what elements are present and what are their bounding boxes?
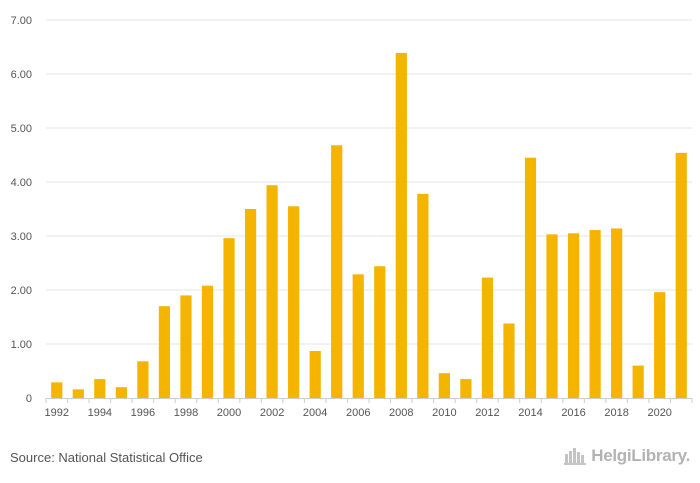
- bar-2016: [567, 233, 580, 398]
- bar-2005: [331, 145, 343, 398]
- bar-2008: [395, 52, 407, 398]
- bar-2019: [632, 365, 644, 398]
- y-tick-label: 5.00: [11, 123, 32, 135]
- bar-1993: [72, 389, 84, 398]
- bar-2012: [481, 277, 494, 398]
- y-tick-label: 4.00: [11, 177, 32, 189]
- y-tick-label: 2.00: [11, 285, 32, 297]
- bar-1997: [158, 306, 171, 398]
- bar-2017: [589, 230, 601, 398]
- bar-2006: [352, 274, 364, 398]
- bar-1992: [51, 382, 63, 398]
- x-tick-label: 2008: [389, 407, 413, 419]
- bar-2015: [546, 234, 558, 398]
- grid-layer: [46, 19, 692, 345]
- bar-2011: [460, 379, 472, 398]
- x-tick-label: 1994: [88, 407, 112, 419]
- x-tick-label: 2002: [260, 407, 284, 419]
- bar-1996: [137, 361, 149, 398]
- y-tick-label: 6.00: [11, 69, 32, 81]
- bar-2001: [244, 209, 257, 398]
- bar-1998: [180, 295, 192, 398]
- logo-text: HelgiLibrary.: [591, 446, 690, 465]
- x-tick-label: 2014: [518, 407, 542, 419]
- logo-buildings-icon: [564, 448, 587, 465]
- bar-1999: [201, 285, 214, 398]
- bar-2007: [374, 266, 386, 398]
- x-tick-label: 1992: [45, 407, 69, 419]
- x-axis-labels: 1992 1994 1996 1998 2000 2002 2004 2006 2008 2010…: [45, 407, 672, 419]
- bar-2004: [309, 351, 321, 398]
- bar-2009: [417, 193, 429, 398]
- bar-2003: [288, 206, 300, 398]
- bar-2021: [675, 152, 687, 398]
- x-tick-label: 2018: [604, 407, 628, 419]
- x-tick-label: 2010: [432, 407, 456, 419]
- bar-2013: [503, 323, 515, 398]
- x-tick-label: 1996: [131, 407, 155, 419]
- x-tick-label: 1998: [174, 407, 198, 419]
- x-tick-label: 2000: [217, 407, 241, 419]
- bar-2000: [223, 238, 235, 398]
- bar-2020: [654, 292, 666, 398]
- source-note: Source: National Statistical Office: [10, 450, 203, 465]
- bar-1995: [115, 387, 127, 398]
- y-tick-label: 7.00: [11, 15, 32, 27]
- x-tick-label: 2006: [346, 407, 370, 419]
- y-axis-labels: 0 1.00 2.00 3.00 4.00 5.00 6.00 7.00: [11, 15, 32, 405]
- y-tick-label: 0: [26, 393, 32, 405]
- x-axis-ticks: [45, 398, 693, 403]
- x-tick-label: 2004: [303, 407, 327, 419]
- bar-1994: [94, 379, 106, 398]
- bar-2018: [611, 228, 623, 398]
- bar-2002: [266, 185, 278, 398]
- x-tick-label: 2016: [561, 407, 585, 419]
- helgi-library-logo: HelgiLibrary.: [564, 446, 690, 466]
- bar-chart: 01.002.003.004.005.006.007.00 1992 1994 19…: [11, 15, 693, 419]
- x-tick-label: 2020: [647, 407, 671, 419]
- bar-2010: [438, 373, 450, 398]
- bar-series: [51, 52, 687, 398]
- y-tick-label: 3.00: [11, 231, 32, 243]
- bar-2014: [524, 157, 537, 398]
- y-tick-label: 1.00: [11, 339, 32, 351]
- x-tick-label: 2012: [475, 407, 499, 419]
